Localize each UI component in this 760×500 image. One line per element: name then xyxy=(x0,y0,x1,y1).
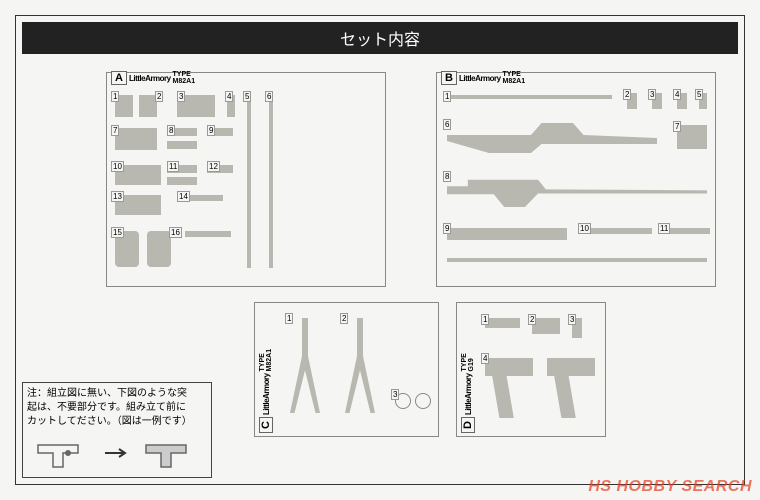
note-diagram-after xyxy=(141,435,201,471)
part-number: 3 xyxy=(177,91,185,102)
part-bipod-assembly xyxy=(290,318,320,413)
part-number: 9 xyxy=(207,125,215,136)
part-pistol xyxy=(547,358,595,418)
part-number: 2 xyxy=(340,313,348,324)
part-number: 5 xyxy=(243,91,251,102)
part-pistol xyxy=(485,358,533,418)
sprue-b-brand: LittleArmory xyxy=(459,74,501,83)
part-number: 16 xyxy=(169,227,182,238)
sprue-b-type: TYPE M82A1 xyxy=(503,71,526,85)
note-line: カットしてださい。（図は一例です） xyxy=(27,415,207,429)
part xyxy=(485,318,520,328)
sprue-d-letter: D xyxy=(461,417,475,433)
part-number: 1 xyxy=(481,314,489,325)
part xyxy=(167,141,197,149)
part-number: 2 xyxy=(155,91,163,102)
part-number: 5 xyxy=(695,89,703,100)
sprue-c-brand: LittleArmory xyxy=(262,373,271,415)
part-number: 1 xyxy=(443,91,451,102)
part xyxy=(185,231,231,237)
part-number: 3 xyxy=(648,89,656,100)
part-number: 11 xyxy=(167,161,179,172)
part xyxy=(115,128,157,150)
sprue-a-label: A LittleArmory TYPE M82A1 xyxy=(111,71,195,85)
part-bipod xyxy=(447,228,567,240)
note-line: 注：組立図に無い、下図のような突 xyxy=(27,387,207,401)
part-receiver xyxy=(447,123,657,153)
part-number: 13 xyxy=(111,191,124,202)
part xyxy=(582,228,652,234)
part-number: 10 xyxy=(111,161,124,172)
part-number: 1 xyxy=(111,91,119,102)
part xyxy=(167,177,197,185)
watermark-text: HOBBY SEARCH xyxy=(617,478,753,495)
sprue-b-label: B LittleArmory TYPE M82A1 xyxy=(441,71,525,85)
sprue-c-type: TYPE M82A1 xyxy=(259,349,273,372)
note-diagram xyxy=(27,433,207,473)
part-number: 1 xyxy=(285,313,293,324)
part-number: 14 xyxy=(177,191,190,202)
sprue-d: D LittleArmory TYPE G19 1 2 3 4 xyxy=(456,302,606,437)
arrow-icon xyxy=(105,447,129,459)
sprue-c-label: C LittleArmory TYPE M82A1 xyxy=(259,349,273,433)
sprue-b-letter: B xyxy=(441,71,457,85)
part-number: 4 xyxy=(225,91,233,102)
part-number: 9 xyxy=(443,223,451,234)
part-number: 3 xyxy=(391,389,399,400)
part-rod xyxy=(447,95,612,99)
sprue-b: B LittleArmory TYPE M82A1 1 2 3 4 5 6 7 xyxy=(436,72,716,287)
part-number: 10 xyxy=(578,223,591,234)
part-bipod-assembly xyxy=(345,318,375,413)
title-bar: セット内容 xyxy=(22,22,738,54)
sprue-c: C LittleArmory TYPE M82A1 1 2 3 xyxy=(254,302,439,437)
note-diagram-before xyxy=(33,435,93,471)
part-number: 11 xyxy=(658,223,670,234)
sprue-c-letter: C xyxy=(259,417,273,433)
watermark-brand: HS xyxy=(588,478,611,495)
part-number: 7 xyxy=(111,125,119,136)
part-number: 6 xyxy=(443,119,451,130)
part-number: 8 xyxy=(167,125,175,136)
part-number: 15 xyxy=(111,227,124,238)
part-number: 6 xyxy=(265,91,273,102)
sprue-a-letter: A xyxy=(111,71,127,85)
part-number: 2 xyxy=(528,314,536,325)
sprue-a-brand: LittleArmory xyxy=(129,74,171,83)
sprue-a: A LittleArmory TYPE M82A1 1 2 3 4 5 6 xyxy=(106,72,386,287)
sprue-d-brand: LittleArmory xyxy=(464,373,473,415)
part-number: 8 xyxy=(443,171,451,182)
sprue-a-type: TYPE M82A1 xyxy=(173,71,196,85)
watermark: HS HOBBY SEARCH xyxy=(588,478,752,496)
part-number: 12 xyxy=(207,161,220,172)
part-rod xyxy=(447,258,707,262)
part-ring xyxy=(415,393,431,409)
part-number: 4 xyxy=(481,353,489,364)
part-number: 7 xyxy=(673,121,681,132)
part-number: 4 xyxy=(673,89,681,100)
part xyxy=(677,125,707,149)
part-number: 2 xyxy=(623,89,631,100)
note-line: 起は、不要部分です。組み立て前に xyxy=(27,401,207,415)
part-barrel xyxy=(247,93,251,268)
part-knob xyxy=(147,231,171,267)
sprue-area: A LittleArmory TYPE M82A1 1 2 3 4 5 6 xyxy=(16,62,744,432)
part-rifle xyxy=(447,175,707,207)
part-barrel xyxy=(269,93,273,268)
part-number: 3 xyxy=(568,314,576,325)
sprue-d-label: D LittleArmory TYPE G19 xyxy=(461,353,475,433)
sprue-d-type: TYPE G19 xyxy=(461,353,475,371)
note-box: 注：組立図に無い、下図のような突 起は、不要部分です。組み立て前に カットしてだ… xyxy=(22,382,212,478)
